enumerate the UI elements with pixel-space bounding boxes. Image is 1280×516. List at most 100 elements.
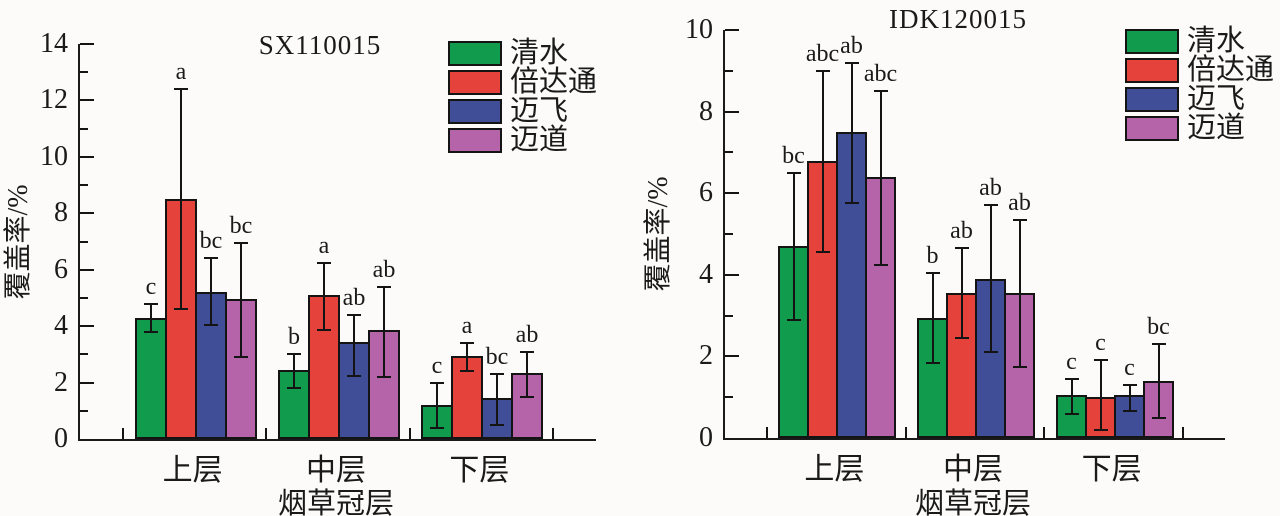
y-minor-tick	[725, 233, 733, 235]
y-minor-tick	[80, 353, 88, 356]
y-tick-label: 10	[685, 14, 713, 45]
significance-label: c	[1095, 330, 1106, 357]
error-cap-bottom	[144, 330, 158, 333]
x-category-label: 中层	[943, 453, 1003, 486]
y-tick-label: 0	[54, 423, 68, 454]
error-cap-bottom	[347, 374, 361, 377]
x-category-label: 上层	[162, 454, 223, 487]
bar-清水-上层	[778, 246, 809, 438]
y-major-tick	[725, 29, 739, 31]
x-minor-tick	[1043, 427, 1046, 438]
significance-label: c	[1066, 348, 1077, 375]
chart-title: SX110015	[258, 30, 382, 60]
significance-label: bc	[1147, 314, 1170, 341]
significance-label: ab	[515, 321, 539, 348]
y-major-tick	[80, 155, 94, 158]
y-minor-tick	[80, 240, 88, 243]
error-bar	[1128, 384, 1131, 412]
error-bar	[821, 70, 824, 253]
y-minor-tick	[725, 396, 733, 399]
error-cap-top	[377, 285, 391, 288]
error-cap-top	[1151, 343, 1166, 346]
error-cap-top	[1012, 218, 1027, 221]
legend-label-清水: 清水	[510, 37, 569, 69]
y-minor-tick	[725, 314, 733, 317]
error-cap-bottom	[873, 263, 888, 266]
error-bar	[496, 374, 498, 425]
error-cap-top	[983, 204, 998, 207]
x-category-label: 中层	[306, 454, 366, 487]
error-cap-bottom	[925, 361, 940, 364]
legend-label-倍达通: 倍达通	[1187, 54, 1275, 86]
error-cap-bottom	[287, 387, 301, 390]
y-tick-label: 6	[54, 253, 68, 285]
y-tick-label: 2	[699, 340, 713, 372]
error-cap-bottom	[1064, 412, 1079, 415]
significance-label: ab	[840, 32, 863, 59]
error-cap-top	[317, 261, 331, 264]
error-cap-top	[144, 302, 158, 305]
y-minor-tick	[80, 184, 88, 187]
y-major-tick	[80, 99, 94, 102]
error-cap-top	[430, 381, 444, 384]
significance-label: a	[318, 232, 330, 259]
error-bar	[293, 354, 295, 389]
error-cap-top	[460, 342, 474, 345]
y-tick-label: 12	[40, 84, 68, 116]
x-minor-tick	[552, 428, 554, 439]
chart-panel-sx110015: SX110015 覆盖率/% c a bc bc b a ab ab c a bc ab 清水 倍达通迈…	[3, 29, 598, 516]
y-major-tick	[725, 110, 739, 113]
x-category-label: 下层	[1081, 453, 1142, 486]
error-bar	[1018, 219, 1021, 367]
legend-label-清水: 清水	[1187, 25, 1246, 57]
legend-label-倍达通: 倍达通	[510, 66, 598, 98]
x-minor-tick	[122, 428, 124, 439]
plot-area: bc abc ab abc b ab ab ab c c c bc	[723, 29, 1225, 440]
error-cap-bottom	[234, 356, 248, 359]
error-cap-bottom	[1122, 410, 1137, 413]
significance-label: bc	[782, 142, 805, 169]
x-axis-title: 烟草冠层	[277, 488, 395, 516]
error-cap-bottom	[520, 395, 534, 398]
y-minor-tick	[80, 409, 88, 412]
significance-label: abc	[863, 61, 898, 88]
legend-swatch-迈道	[448, 128, 502, 153]
legend-label-迈道: 迈道	[510, 124, 569, 156]
error-cap-top	[234, 241, 248, 244]
error-cap-top	[490, 373, 504, 376]
significance-label: bc	[199, 228, 223, 255]
legend-swatch-迈道	[1125, 116, 1179, 141]
chart-panel-idk120015: IDK120015 覆盖率/% bc abc ab abc b ab ab ab c c c bc 清…	[640, 0, 1280, 516]
error-cap-bottom	[204, 323, 218, 326]
significance-label: ab	[342, 284, 366, 311]
significance-label: bc	[229, 212, 253, 239]
y-major-tick	[80, 43, 94, 45]
y-major-tick	[725, 273, 739, 276]
error-cap-bottom	[815, 251, 830, 254]
significance-label: a	[461, 313, 473, 340]
significance-label: c	[431, 352, 443, 379]
legend-swatch-迈飞	[448, 99, 502, 124]
y-axis-title: 覆盖率/%	[643, 176, 674, 292]
error-cap-top	[204, 257, 218, 260]
error-cap-bottom	[174, 308, 188, 311]
y-major-tick	[725, 192, 739, 195]
y-minor-tick	[80, 71, 88, 74]
y-major-tick	[80, 212, 94, 215]
x-category-label: 下层	[449, 454, 510, 487]
error-cap-top	[873, 90, 888, 93]
significance-label: bc	[485, 344, 509, 371]
error-cap-top	[925, 271, 940, 274]
error-cap-top	[174, 88, 188, 91]
error-bar	[353, 314, 355, 376]
error-bar	[850, 62, 853, 204]
error-cap-bottom	[844, 202, 859, 205]
significance-label: ab	[950, 218, 973, 245]
significance-label: ab	[1008, 189, 1031, 216]
bar-清水-上层	[135, 318, 167, 439]
error-bar	[1070, 378, 1073, 414]
error-cap-bottom	[430, 426, 444, 429]
error-bar	[1157, 344, 1160, 418]
error-cap-bottom	[460, 370, 474, 373]
legend-swatch-倍达通	[1125, 58, 1179, 83]
